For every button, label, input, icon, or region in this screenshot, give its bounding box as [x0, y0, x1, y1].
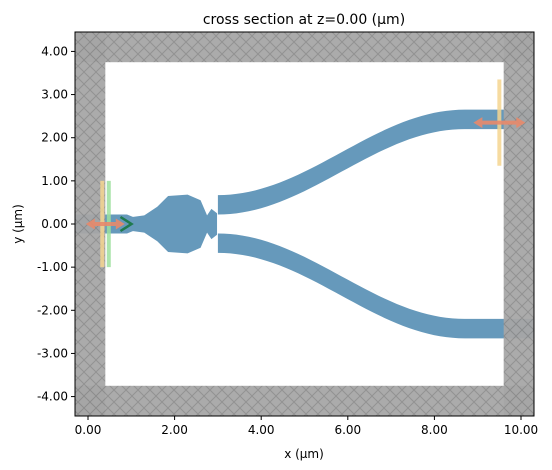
- input-source-arrow: [85, 218, 125, 230]
- pml-top: [75, 32, 534, 63]
- y-tick-label: 2.00: [41, 131, 68, 145]
- source-direction-chevron: [119, 215, 134, 233]
- waveguide-mmi-section: [131, 194, 218, 254]
- y-tick-label: -1.00: [37, 260, 68, 274]
- output-monitor-arrow: [473, 117, 526, 129]
- plot-area: [75, 32, 534, 416]
- x-axis-ticks: 0.00 2.00 4.00 6.00 8.00 10.00: [75, 416, 538, 437]
- y-tick-label: 4.00: [41, 44, 68, 58]
- waveguide-upper-branch: [217, 109, 534, 215]
- y-tick-label: 3.00: [41, 88, 68, 102]
- x-tick-label: 10.00: [504, 423, 538, 437]
- x-tick-label: 2.00: [161, 423, 188, 437]
- x-tick-label: 8.00: [421, 423, 448, 437]
- x-tick-label: 6.00: [334, 423, 361, 437]
- y-tick-label: 1.00: [41, 174, 68, 188]
- pml-right: [503, 32, 534, 416]
- pml-bottom: [75, 385, 534, 416]
- x-tick-label: 4.00: [248, 423, 275, 437]
- waveguide-lower-branch: [217, 233, 534, 339]
- chart-title: cross section at z=0.00 (μm): [203, 12, 405, 28]
- y-axis-ticks: 4.00 3.00 2.00 1.00 0.00 -1.00 -2.00 -3.00 -4.00: [37, 44, 75, 404]
- y-axis-label: y (μm): [11, 204, 25, 244]
- y-tick-label: -4.00: [37, 390, 68, 404]
- y-tick-label: 0.00: [41, 217, 68, 231]
- x-axis-label: x (μm): [284, 447, 324, 461]
- y-tick-label: -3.00: [37, 346, 68, 360]
- x-tick-label: 0.00: [75, 423, 102, 437]
- y-tick-label: -2.00: [37, 303, 68, 317]
